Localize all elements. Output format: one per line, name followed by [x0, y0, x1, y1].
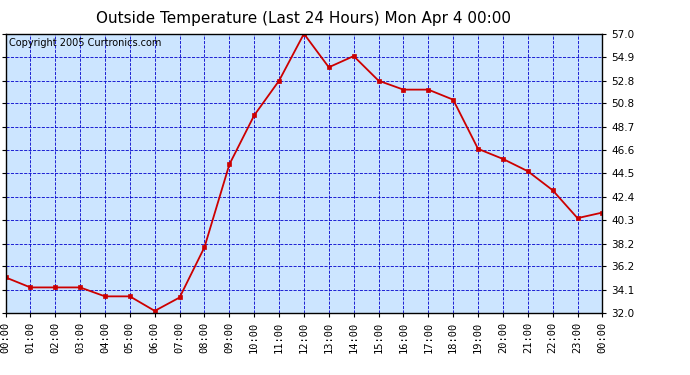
Text: Copyright 2005 Curtronics.com: Copyright 2005 Curtronics.com [8, 38, 161, 48]
Text: Outside Temperature (Last 24 Hours) Mon Apr 4 00:00: Outside Temperature (Last 24 Hours) Mon … [96, 11, 511, 26]
